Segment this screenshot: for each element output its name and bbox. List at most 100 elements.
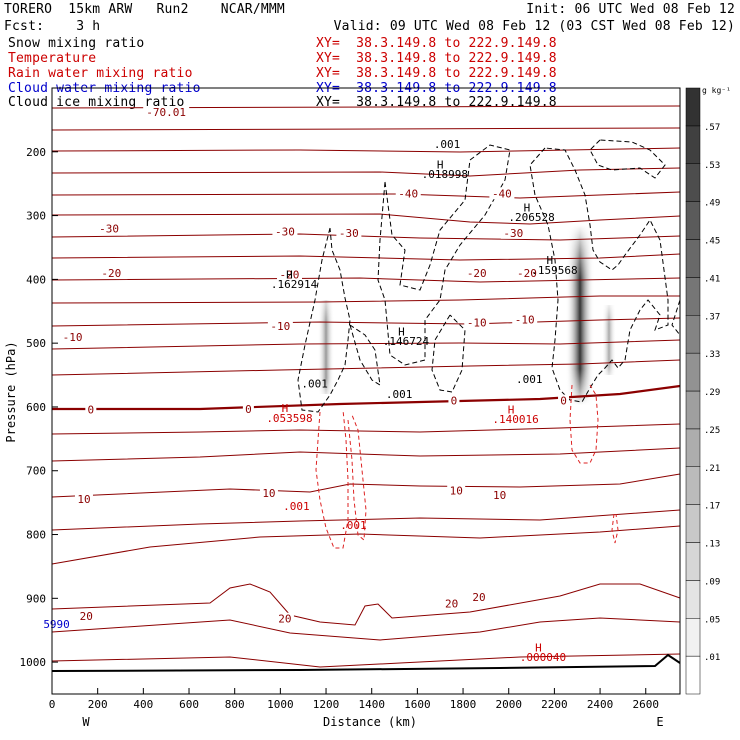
- isotherm-label: 10: [262, 487, 275, 500]
- colorbar-swatch: [685, 655, 701, 695]
- extremum-marker: H: [437, 159, 444, 172]
- colorbar-swatch: [685, 163, 701, 202]
- isotherm-label: -10: [515, 314, 535, 327]
- field-name-cloud-ice: Cloud ice mixing ratio: [8, 95, 185, 110]
- isotherm-label: -30: [503, 227, 523, 240]
- colorbar-swatch: [685, 428, 701, 467]
- colorbar-swatch: [685, 580, 701, 619]
- isotherm-label: -10: [63, 331, 83, 344]
- colorbar-label: .09: [704, 577, 720, 587]
- isotherm: [51, 525, 681, 565]
- cloud-ice-shading: [318, 225, 616, 405]
- colorbar-swatch: [685, 125, 701, 164]
- colorbar-label: .41: [704, 274, 720, 284]
- isotherm: [51, 339, 681, 350]
- x-tick-label: 1400: [358, 698, 385, 711]
- header-line1-right: Init: 06 UTC Wed 08 Feb 12: [526, 2, 735, 17]
- x-tick-label: 2200: [541, 698, 568, 711]
- isotherm: [51, 277, 681, 283]
- isotherm-label: -30: [275, 226, 295, 239]
- colorbar-label: .33: [704, 350, 720, 360]
- colorbar-label: .13: [704, 540, 720, 550]
- x-tick-label: 0: [49, 698, 56, 711]
- isotherm-label: 10: [77, 493, 90, 506]
- isotherm: [51, 583, 681, 626]
- y-tick-label: 400: [26, 273, 46, 286]
- isotherm: [51, 167, 681, 177]
- extremum-value: .018998: [422, 168, 468, 181]
- isotherm: [51, 509, 681, 531]
- y-tick-label: 900: [26, 592, 46, 605]
- isotherm-label: -30: [99, 222, 119, 235]
- chart-annotations: -40 -40 -30 -30 -30 -30 -20 -20 -20 -20 -10 -10 -10 -…: [43, 106, 578, 664]
- header-line1-left: TORERO 15km ARW Run2 NCAR/MMM: [4, 2, 285, 17]
- field-name-rain: Rain water mixing ratio: [8, 66, 193, 81]
- colorbar-swatch: [685, 352, 701, 392]
- colorbar-swatch: [685, 239, 701, 278]
- colorbar-swatch: [685, 504, 701, 543]
- field-name-temperature: Temperature: [8, 51, 97, 66]
- isotherm-label-bg: [85, 403, 97, 416]
- field-xy-temperature: XY= 38.3.149.8 to 222.9.149.8: [316, 51, 557, 66]
- field-xy-snow: XY= 38.3.149.8 to 222.9.149.8: [316, 36, 557, 51]
- y-tick-label: 800: [26, 529, 46, 542]
- contour-value-label: .001: [434, 138, 461, 151]
- isotherm-label: -20: [467, 267, 487, 280]
- field-xy-rain: XY= 38.3.149.8 to 222.9.149.8: [316, 66, 557, 81]
- x-tick-label: 1000: [267, 698, 294, 711]
- rain-contours: [315, 384, 619, 549]
- snow-contour: [431, 314, 466, 393]
- extremum-marker: H: [508, 403, 515, 416]
- isotherm-label-bg: [60, 330, 86, 343]
- isotherm-label: -20: [101, 267, 121, 280]
- isotherm: [51, 213, 681, 225]
- contour-value-label: .001: [301, 377, 328, 390]
- isotherm-label: -40: [492, 187, 512, 200]
- y-axis-label: Pressure (hPa): [4, 341, 18, 442]
- isotherm-label-bg: [558, 394, 570, 407]
- snow-contour: [671, 299, 681, 336]
- colorbar-swatch: [685, 277, 701, 316]
- colorbar-swatch: [685, 618, 701, 657]
- isotherm-label-bg: [447, 484, 466, 497]
- y-tick-label: 600: [26, 401, 46, 414]
- isotherm-label: -20: [517, 267, 537, 280]
- isotherm: [51, 295, 680, 304]
- isotherm: [51, 233, 681, 241]
- y-tick-label: 700: [26, 465, 46, 478]
- extremum-marker: H: [398, 326, 405, 339]
- isotherm-label: -10: [467, 317, 487, 330]
- rain-contour: [611, 513, 619, 544]
- isotherm-label-bg: [98, 266, 124, 279]
- y-tick-label: 1000: [20, 656, 47, 669]
- header-line2-right: Valid: 09 UTC Wed 08 Feb 12 (03 CST Wed …: [333, 19, 735, 34]
- extremum-value: .053598: [266, 412, 312, 425]
- x-tick-label: 600: [179, 698, 199, 711]
- colorbar-swatch: [685, 315, 701, 354]
- isotherm: [51, 653, 681, 668]
- isotherm-label-bg: [143, 106, 190, 119]
- colorbar-label: .17: [704, 502, 720, 512]
- colorbar-swatch: [685, 390, 701, 430]
- extremum-value: .146724: [383, 335, 430, 348]
- isotherm: [51, 473, 681, 498]
- isotherm-label-bg: [275, 612, 294, 625]
- colorbar-swatch: [685, 201, 701, 240]
- snow-contour: [349, 324, 381, 386]
- isotherm-label: -10: [270, 320, 290, 333]
- x-end-label-west: W: [82, 715, 90, 729]
- y-tick-label: 200: [26, 146, 46, 159]
- isotherm-label-bg: [442, 597, 461, 610]
- isotherm-label-bg: [272, 225, 298, 238]
- colorbar-label: .37: [704, 312, 720, 322]
- isotherm-label: -20: [280, 268, 300, 281]
- x-tick-label: 200: [88, 698, 108, 711]
- isotherm-label-bg: [259, 487, 278, 500]
- isotherm-zero: [52, 384, 681, 411]
- temperature-isotherms: [51, 105, 681, 672]
- x-tick-label: 1600: [404, 698, 431, 711]
- isotherm-label-bg: [512, 313, 538, 326]
- header-line2-left: Fcst: 3 h: [4, 19, 101, 34]
- rain-contour: [347, 414, 367, 542]
- colorbar-label: .01: [704, 653, 720, 663]
